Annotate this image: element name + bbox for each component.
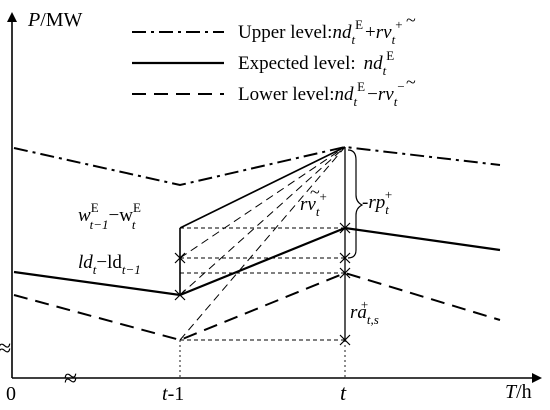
x-axis-break: ≈ [64,366,77,392]
legend-upper-tilde: ~ [406,10,416,30]
x-axis-label: T/h [505,381,532,403]
legend-upper-label: Upper level:ndtE +rvt+ [238,17,403,47]
measure-t-ticks [339,222,351,346]
fan-line-1 [179,146,346,259]
annotation-rp: -rpt+ [362,187,392,217]
origin-label: 0 [6,383,16,405]
legend: Upper level:ndtE +rvt+ ~ Expected level: n… [132,10,416,109]
tick-label-t: t [340,380,347,405]
measure-t-minus-1-ticks [174,252,186,301]
fan-line-2 [179,146,346,296]
legend-lower-tilde: ~ [406,72,416,92]
y-axis-break: ≈ [0,336,11,362]
upper-level-line [13,145,501,187]
tick-label-t-minus-1: t-1 [162,383,184,405]
fan-line-upper [179,146,346,229]
legend-expected-label: Expected level: ndtE [238,48,394,78]
annotation-ra: rat,s+ [350,297,379,327]
annotation-w-difference: wE t−1−wE t [78,200,141,232]
annotation-rv: rvt+ [300,189,327,219]
legend-lower-label: Lower level:ndtE −rvt− [238,79,405,109]
annotation-rv-tilde: ~ [310,182,320,202]
expected-level-line [13,226,501,297]
lower-level-line [13,271,501,342]
fan-line-3 [179,146,346,341]
y-axis-label: P/MW [27,9,83,31]
annotation-ld-difference: ldt−ldt−1 [78,252,141,277]
rp-brace [347,149,364,259]
